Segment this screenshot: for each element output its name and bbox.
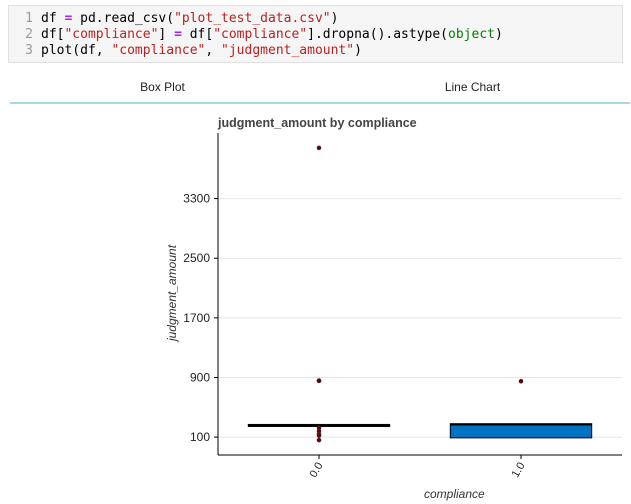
code-text: plot(df, "compliance", "judgment_amount"… bbox=[41, 43, 362, 58]
code-text: df = pd.read_csv("plot_test_data.csv") bbox=[41, 11, 339, 26]
code-line: 2 df["compliance"] = df["compliance"].dro… bbox=[9, 27, 503, 43]
code-line: 1 df = pd.read_csv("plot_test_data.csv") bbox=[9, 11, 338, 27]
y-tick-label: 2500 bbox=[183, 251, 210, 265]
chart-title: judgment_amount by compliance bbox=[218, 116, 417, 130]
line-number: 2 bbox=[25, 27, 33, 42]
line-number: 3 bbox=[25, 43, 33, 58]
x-tick-label: 0.0 bbox=[308, 461, 326, 480]
box bbox=[449, 423, 593, 439]
y-tick-label: 3300 bbox=[183, 192, 210, 206]
line-number: 1 bbox=[25, 11, 33, 26]
y-tick-label: 900 bbox=[190, 370, 210, 384]
outlier-point bbox=[316, 437, 322, 443]
code-cell[interactable]: 1 df = pd.read_csv("plot_test_data.csv") 2… bbox=[8, 5, 623, 63]
chart-tabs: Box Plot Line Chart bbox=[10, 68, 630, 104]
outlier-point bbox=[316, 433, 322, 438]
outlier-point bbox=[316, 378, 322, 384]
tab-underline bbox=[10, 102, 630, 104]
y-tick-label: 1700 bbox=[183, 311, 210, 325]
outlier-point bbox=[518, 378, 524, 384]
code-line: 3 plot(df, "compliance", "judgment_amount… bbox=[9, 43, 362, 59]
x-tick-label: 1.0 bbox=[510, 461, 528, 480]
outlier-point bbox=[316, 145, 322, 151]
code-text: df["compliance"] = df["compliance"].drop… bbox=[41, 27, 503, 42]
y-tick-label: 100 bbox=[190, 430, 210, 444]
tab-box-plot[interactable]: Box Plot bbox=[140, 80, 185, 94]
x-axis-label: compliance bbox=[424, 487, 485, 501]
tab-line-chart[interactable]: Line Chart bbox=[444, 80, 501, 94]
